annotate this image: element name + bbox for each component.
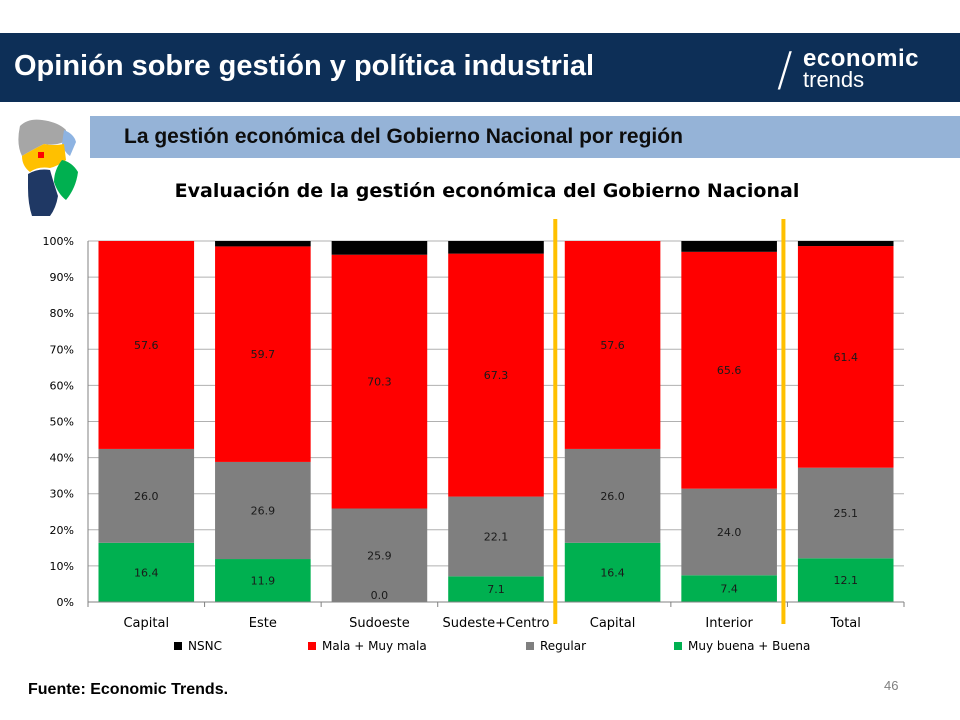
economic-trends-logo: / economic trends	[775, 42, 955, 96]
legend-swatch	[674, 642, 682, 650]
bar-segment	[98, 542, 195, 602]
data-label: 25.1	[833, 507, 858, 520]
data-label: 16.4	[134, 566, 159, 579]
source-note: Fuente: Economic Trends.	[28, 681, 229, 698]
data-label: 61.4	[833, 351, 858, 364]
bar-segment	[681, 251, 777, 489]
legend-label: Muy buena + Buena	[688, 639, 810, 653]
page-title: Opinión sobre gestión y política industr…	[14, 50, 595, 82]
x-tick-label: Sudoeste	[349, 616, 410, 631]
data-label: 0.0	[371, 589, 389, 602]
y-tick-label: 90%	[50, 271, 74, 284]
data-label: 7.4	[720, 583, 738, 596]
data-label: 67.3	[484, 369, 509, 382]
map-region-east	[54, 160, 78, 200]
y-tick-label: 100%	[43, 235, 74, 248]
x-tick-label: Capital	[590, 616, 636, 631]
logo-slash-icon: /	[777, 42, 793, 96]
bar-segment	[448, 496, 544, 577]
legend-label: Mala + Muy mala	[322, 639, 427, 653]
bar-segment	[215, 559, 311, 602]
chart-svg: Evaluación de la gestión económica del G…	[43, 180, 905, 653]
bar-segment	[331, 254, 428, 509]
chart-title: Evaluación de la gestión económica del G…	[175, 180, 800, 202]
data-label: 26.0	[134, 490, 159, 503]
data-label: 25.9	[367, 549, 392, 562]
legend-label: Regular	[540, 639, 586, 653]
legend-item: Muy buena + Buena	[674, 639, 810, 653]
argentina-regions-map-icon	[14, 116, 84, 218]
title-bar	[0, 33, 960, 102]
data-label: 57.6	[600, 339, 625, 352]
bar-segment	[797, 467, 894, 559]
y-tick-label: 60%	[50, 379, 74, 392]
data-label: 70.3	[367, 376, 392, 389]
data-label: 22.1	[484, 530, 509, 543]
legend-swatch	[174, 642, 182, 650]
bar-segment	[681, 575, 777, 602]
legend-item: Regular	[526, 639, 586, 653]
map-region-northeast	[62, 130, 76, 156]
x-tick-label: Total	[830, 616, 861, 631]
bar-segment	[448, 241, 544, 254]
data-label: 57.6	[134, 339, 159, 352]
data-label: 11.9	[251, 575, 276, 588]
data-label: 7.1	[487, 583, 505, 596]
bar-segment	[797, 246, 894, 468]
y-tick-label: 0%	[57, 596, 74, 609]
map-capital-marker	[38, 152, 44, 158]
legend-swatch	[308, 642, 316, 650]
logo-text-bottom: trends	[803, 67, 865, 92]
data-label: 24.0	[717, 526, 742, 539]
y-tick-label: 30%	[50, 488, 74, 501]
x-tick-label: Este	[249, 616, 277, 631]
map-region-south	[28, 169, 58, 216]
y-tick-label: 80%	[50, 307, 74, 320]
y-tick-label: 40%	[50, 452, 74, 465]
bar-segment	[564, 542, 661, 602]
data-label: 59.7	[251, 348, 276, 361]
data-label: 65.6	[717, 364, 742, 377]
x-tick-label: Interior	[705, 616, 753, 631]
bar-segment	[215, 241, 311, 247]
section-title: La gestión económica del Gobierno Nacion…	[124, 125, 683, 148]
legend-label: NSNC	[188, 639, 222, 653]
bar-segment	[681, 241, 777, 252]
bar-segment	[797, 558, 894, 602]
bar-segment	[564, 448, 661, 543]
data-label: 26.9	[251, 504, 276, 517]
bar-segment	[448, 576, 544, 602]
data-label: 26.0	[600, 490, 625, 503]
x-tick-label: Sudeste+Centro	[443, 616, 550, 631]
logo-text-top: economic	[803, 45, 920, 72]
bar-segment	[448, 253, 544, 497]
bar-segment	[681, 488, 777, 576]
bar-segment	[215, 246, 311, 462]
y-tick-label: 70%	[50, 343, 74, 356]
bar-segment	[331, 241, 428, 255]
bar-segment	[564, 241, 661, 449]
stacked-bar-chart: Evaluación de la gestión económica del G…	[0, 160, 960, 660]
map-region-north	[18, 119, 66, 156]
legend-item: NSNC	[174, 639, 222, 653]
bar-segment	[98, 241, 195, 449]
bar-segment	[215, 461, 311, 560]
data-label: 12.1	[833, 574, 858, 587]
y-tick-label: 10%	[50, 560, 74, 573]
legend-swatch	[526, 642, 534, 650]
data-label: 16.4	[600, 566, 625, 579]
y-tick-label: 20%	[50, 524, 74, 537]
section-banner: La gestión económica del Gobierno Nacion…	[90, 116, 960, 158]
bar-segment	[98, 448, 195, 543]
page-number: 46	[884, 678, 899, 693]
y-tick-label: 50%	[50, 416, 74, 429]
x-tick-label: Capital	[123, 616, 169, 631]
legend-item: Mala + Muy mala	[308, 639, 427, 653]
bar-segment	[797, 241, 894, 247]
bar-segment	[331, 508, 428, 602]
